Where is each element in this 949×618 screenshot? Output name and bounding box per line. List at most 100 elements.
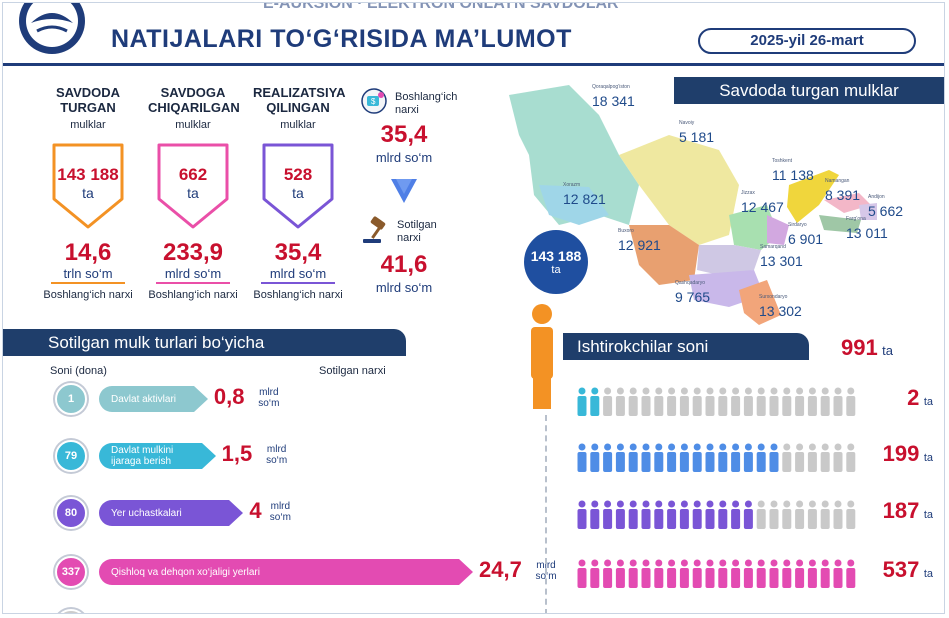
summary-heading: SAVDOGA CHIQARILGAN	[148, 85, 240, 115]
map-total-circle: 143 188 ta	[524, 230, 588, 294]
type-label: Davlat aktivlari	[111, 393, 177, 405]
person-icon	[782, 387, 792, 416]
person-icon	[795, 443, 805, 472]
person-icon	[577, 443, 587, 472]
region-andijon-shape	[859, 203, 877, 220]
summary-heading: SAVDODA TURGAN	[55, 85, 121, 115]
person-icon	[820, 500, 830, 529]
map-region-name: Surxondaryo	[759, 294, 788, 300]
type-bar-tip	[459, 559, 473, 585]
participant-value: 187	[882, 498, 920, 523]
summary-count: 662	[178, 165, 208, 184]
person-icon	[756, 387, 766, 416]
map-region-name: Buxoro	[618, 228, 634, 234]
person-icon	[628, 443, 638, 472]
type-unit: mlrd so‘m	[269, 501, 291, 523]
map-region-value: 9 765	[675, 289, 711, 305]
person-icon	[769, 387, 779, 416]
type-bar-tip	[201, 443, 216, 469]
map-title: Savdoda turgan mulklar	[719, 81, 899, 100]
participant-value: 537	[882, 557, 920, 582]
person-icon	[820, 559, 830, 588]
summary-price-unit: mlrd so‘m	[269, 266, 327, 281]
person-icon	[590, 443, 600, 472]
summary-count-unit: ta	[292, 185, 304, 201]
person-icon	[769, 500, 779, 529]
dashed-divider	[545, 415, 547, 613]
summary-heading: REALIZATSIYA QILINGAN	[253, 85, 346, 115]
person-icon	[679, 443, 689, 472]
map-region-value: 13 301	[760, 253, 803, 269]
person-icon	[667, 387, 677, 416]
type-count-badge: 337	[55, 556, 87, 588]
person-icon	[718, 387, 728, 416]
date-badge: 2025-yil 26-mart	[698, 28, 916, 54]
person-icon	[756, 443, 766, 472]
region-fargona-shape	[819, 215, 861, 233]
participants-title-band: Ishtirokchilar soni	[563, 333, 809, 360]
map-region-value: 8 391	[825, 187, 861, 203]
region-samarqand-shape	[697, 245, 761, 275]
person-icon	[667, 559, 677, 588]
map-region-value: 12 821	[563, 191, 606, 207]
participant-icons	[577, 443, 856, 472]
person-icon	[590, 559, 600, 588]
map-region-value: 12 467	[741, 199, 784, 215]
person-icon	[577, 500, 587, 529]
person-icon	[743, 500, 753, 529]
map-region-name: Sirdaryo	[788, 222, 807, 228]
summary-price-underline	[261, 282, 335, 284]
person-icon	[603, 443, 613, 472]
person-icon	[615, 559, 625, 588]
map-region-value: 5 181	[679, 129, 715, 145]
summary-badge-shape	[52, 143, 124, 229]
type-value: 0,8	[213, 384, 245, 409]
start-price-value: 35,4	[380, 121, 428, 148]
types-col-price: Sotilgan narxi	[319, 365, 386, 377]
person-icon	[833, 387, 843, 416]
person-icon	[833, 500, 843, 529]
person-icon	[679, 559, 689, 588]
person-icon	[795, 559, 805, 588]
person-icon	[705, 500, 715, 529]
region-toshkent-shape	[787, 170, 839, 223]
region-navoiy-shape	[619, 135, 739, 245]
participants-total-value: 991	[841, 335, 878, 360]
map-region-value: 18 341	[592, 93, 635, 109]
map-region-name: Jizzax	[741, 190, 755, 196]
sold-price-label: Sotilgan narxi	[397, 219, 437, 244]
person-icon	[641, 559, 651, 588]
person-icon	[692, 387, 702, 416]
person-icon	[846, 500, 856, 529]
person-icon	[667, 500, 677, 529]
map-region-name: Qoraqalpog‘iston	[592, 84, 630, 90]
person-icon	[731, 559, 741, 588]
summary-badge-shape	[157, 143, 229, 229]
person-icon	[692, 559, 702, 588]
person-icon	[833, 559, 843, 588]
participant-value: 199	[882, 441, 920, 466]
person-icon	[628, 500, 638, 529]
type-value: 1,5	[221, 441, 253, 466]
map-region-value: 12 921	[618, 237, 661, 253]
person-icon	[641, 387, 651, 416]
map-region-value: 13 302	[759, 303, 802, 319]
region-sirdaryo-shape	[767, 215, 789, 245]
person-icon	[590, 500, 600, 529]
person-icon	[628, 387, 638, 416]
summary-subtitle: mulklar	[175, 119, 211, 131]
summary-price-unit: trln so‘m	[63, 266, 113, 281]
person-icon	[807, 387, 817, 416]
person-icon	[756, 500, 766, 529]
person-icon	[692, 500, 702, 529]
map-region-value: 5 662	[868, 203, 904, 219]
header-divider	[3, 63, 944, 66]
summary-price: 233,9	[162, 239, 224, 266]
person-icon	[833, 443, 843, 472]
person-icon	[795, 387, 805, 416]
person-icon	[654, 443, 664, 472]
person-icon	[743, 559, 753, 588]
participant-unit: ta	[923, 396, 933, 408]
person-icon	[577, 559, 587, 588]
type-unit: mlrd so‘m	[266, 444, 288, 466]
